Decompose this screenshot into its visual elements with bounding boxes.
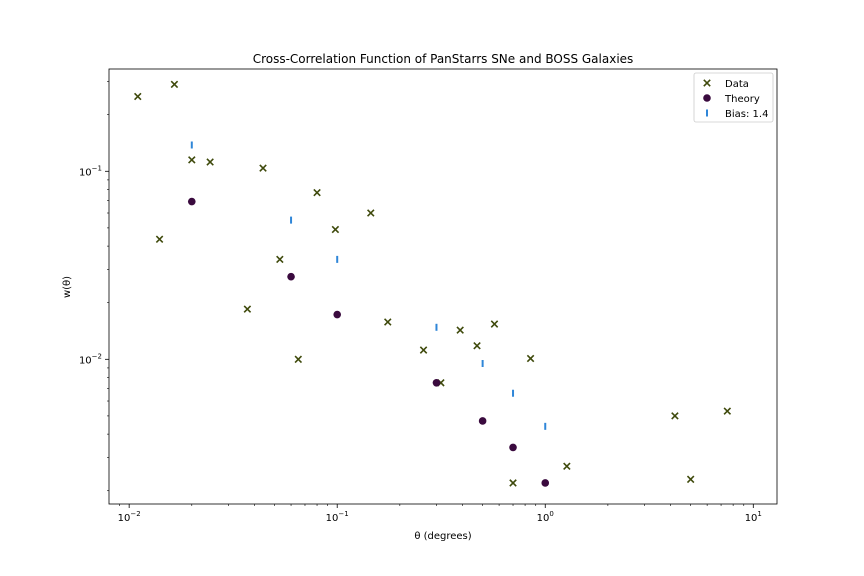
chart-title: Cross-Correlation Function of PanStarrs … xyxy=(253,52,634,66)
data-point xyxy=(259,164,267,172)
x-axis-ticks: 10−2 10−1 100 101 xyxy=(118,504,762,524)
data-point xyxy=(456,326,464,334)
y-axis-label: w(θ) xyxy=(62,276,73,298)
legend-label: Data xyxy=(725,79,749,90)
plot-area xyxy=(108,68,778,505)
data-point xyxy=(243,305,252,313)
series-theory xyxy=(187,197,550,487)
data-point xyxy=(188,156,196,164)
x-tick-label: 100 xyxy=(537,510,554,524)
y-tick-label: 10−1 xyxy=(79,164,102,178)
series-data xyxy=(134,80,732,487)
data-point xyxy=(170,80,179,89)
data-point xyxy=(671,412,679,420)
data-point xyxy=(276,255,284,264)
data-point xyxy=(367,209,375,217)
x-tick-label: 101 xyxy=(745,510,762,524)
x-tick-label: 10−2 xyxy=(118,510,141,524)
theory-point xyxy=(333,310,342,319)
legend-box xyxy=(693,72,774,123)
theory-point xyxy=(478,417,487,425)
data-point xyxy=(155,235,164,244)
y-tick-label: 10−2 xyxy=(79,352,102,366)
data-point xyxy=(723,407,732,415)
legend-label: Theory xyxy=(724,94,760,105)
theory-point xyxy=(287,272,295,281)
data-point xyxy=(294,355,303,364)
data-point xyxy=(473,342,481,350)
legend-label: Bias: 1.4 xyxy=(725,109,768,120)
legend-marker xyxy=(703,94,711,102)
data-point xyxy=(206,158,214,166)
x-axis-label: θ (degrees) xyxy=(414,531,471,542)
theory-point xyxy=(432,379,441,387)
data-point xyxy=(490,320,499,328)
data-point xyxy=(134,92,142,101)
data-point xyxy=(419,346,428,354)
data-point xyxy=(526,354,535,363)
theory-point xyxy=(187,197,196,206)
data-point xyxy=(313,188,321,197)
data-point xyxy=(384,318,392,326)
data-marks xyxy=(134,80,732,487)
x-tick-label: 10−1 xyxy=(326,510,349,524)
data-point xyxy=(686,475,695,484)
legend-marker xyxy=(703,79,711,87)
theory-point xyxy=(541,479,550,487)
data-point xyxy=(331,225,340,234)
theory-point xyxy=(509,443,517,452)
legend: Data Theory Bias: 1.4 xyxy=(693,72,774,123)
y-axis-ticks: 10−2 10−1 xyxy=(79,81,109,492)
series-bias xyxy=(190,141,547,430)
data-point xyxy=(563,462,571,470)
data-point xyxy=(509,479,517,487)
